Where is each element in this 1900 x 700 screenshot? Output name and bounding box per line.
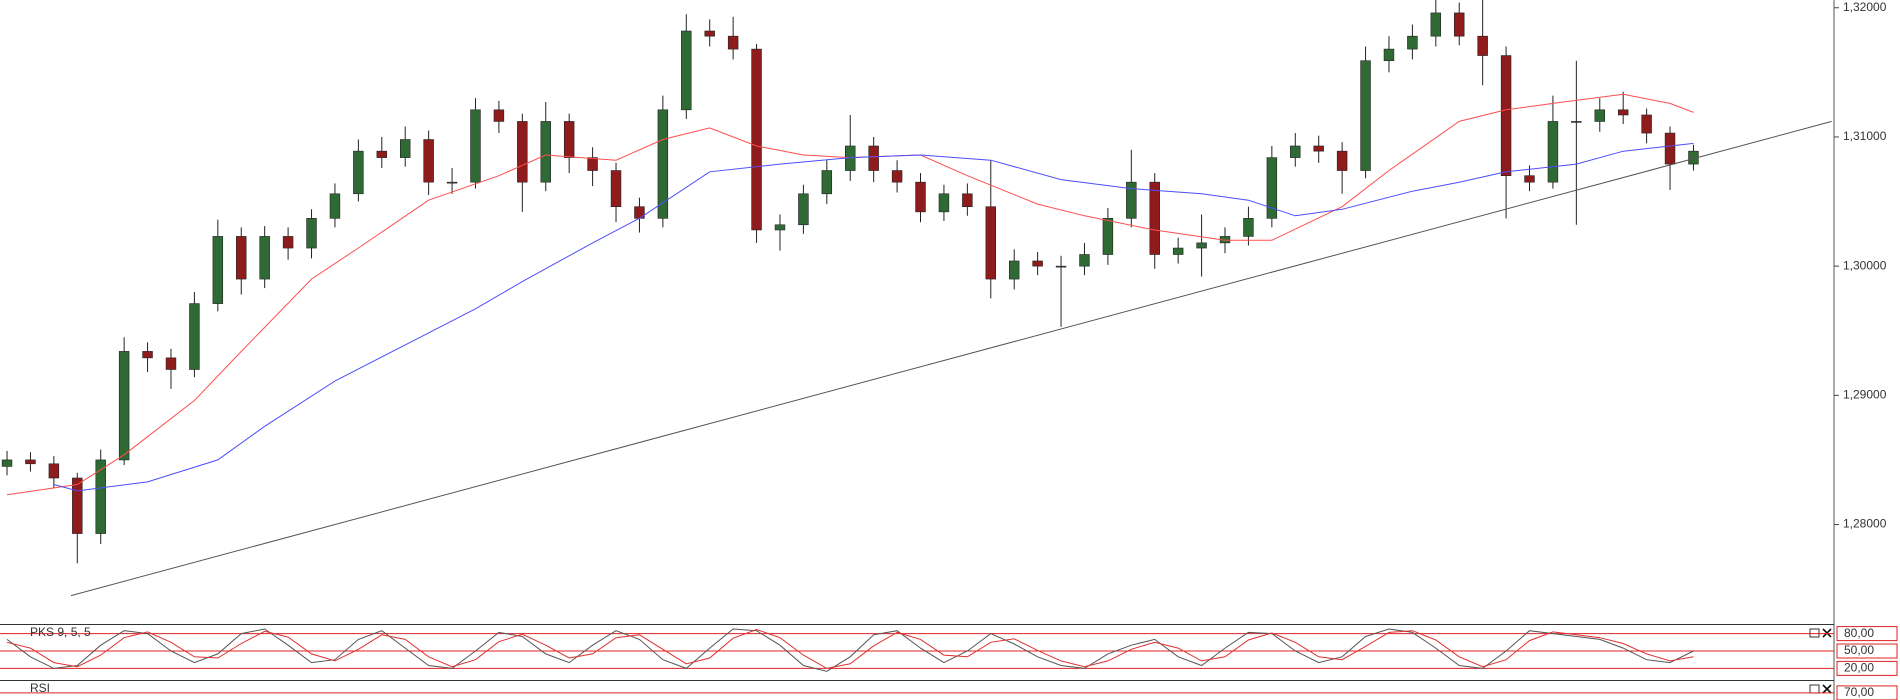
candle-body xyxy=(1172,247,1184,255)
candle-body xyxy=(681,30,692,111)
candle-body xyxy=(751,48,762,231)
panel-title: RSI xyxy=(30,681,50,695)
indicator-line xyxy=(6,628,1694,669)
candle-body xyxy=(798,193,809,226)
candle-body xyxy=(48,463,60,479)
candle-body xyxy=(610,170,622,208)
candle-body xyxy=(1032,260,1043,267)
candle-body xyxy=(1055,265,1067,268)
candle-body xyxy=(1290,145,1301,158)
candle-body xyxy=(1477,35,1488,56)
axes: 1,32000 1,31000 1,30000 1,29000 1,28000 80,00… xyxy=(1834,0,1898,700)
candle-body xyxy=(423,139,434,183)
candle-body xyxy=(1454,12,1465,37)
panel-title: PKS 9, 5, 5 xyxy=(30,625,91,639)
candle-body xyxy=(774,224,786,231)
candle-body xyxy=(306,218,317,249)
candle-body xyxy=(962,193,973,208)
candle-body xyxy=(1243,218,1254,237)
candle-body xyxy=(1149,181,1160,255)
candle-body xyxy=(821,170,833,195)
candle-body xyxy=(1266,157,1278,219)
y-tick-label: 1,29000 xyxy=(1843,388,1887,402)
candle-body xyxy=(189,303,200,370)
candle-body xyxy=(165,357,177,370)
maximize-button[interactable] xyxy=(1809,628,1820,638)
candle-body xyxy=(727,35,739,50)
level-label-box xyxy=(1836,660,1898,676)
candle-body xyxy=(95,459,106,534)
candle-body xyxy=(329,193,341,219)
stochastic-panel xyxy=(0,628,1834,672)
candle-body xyxy=(1430,12,1442,37)
candle-body xyxy=(1547,121,1559,183)
y-tick-label: 1,31000 xyxy=(1843,129,1887,143)
candle-body xyxy=(1571,121,1582,123)
candle-body xyxy=(587,157,598,171)
y-tick-label: 1,30000 xyxy=(1843,258,1887,272)
y-tick-label: 50,00 xyxy=(1844,643,1874,657)
candle-body xyxy=(259,236,270,280)
candle-body xyxy=(985,206,997,280)
candle-body xyxy=(1336,150,1348,171)
candle-body xyxy=(1500,55,1512,177)
candle-body xyxy=(1383,48,1395,62)
candle-body xyxy=(891,170,903,183)
y-tick-label: 80,00 xyxy=(1844,626,1874,640)
candle-body xyxy=(142,351,153,359)
y-tick-label: 1,32000 xyxy=(1843,0,1887,14)
candle-body xyxy=(517,121,528,183)
price-panel xyxy=(1,0,1832,597)
candle-body xyxy=(353,150,364,195)
candle-body xyxy=(1407,35,1418,50)
y-tick-label: 1,28000 xyxy=(1843,517,1887,531)
candle-body xyxy=(1360,60,1371,171)
candle-body xyxy=(1664,132,1676,165)
candle-body xyxy=(1008,260,1020,280)
candle-body xyxy=(376,150,388,158)
candle-body xyxy=(1102,218,1114,255)
close-button[interactable] xyxy=(1822,684,1832,694)
candle-body xyxy=(470,109,481,183)
candle-body xyxy=(212,236,224,304)
candle-body xyxy=(1594,109,1605,122)
candle-body xyxy=(1641,114,1652,134)
close-button[interactable] xyxy=(1822,628,1832,638)
candle-body xyxy=(1313,145,1324,152)
y-tick-label: 20,00 xyxy=(1844,661,1874,675)
candle-body xyxy=(540,121,551,183)
indicator-line xyxy=(6,628,1694,672)
candle-body xyxy=(1196,242,1207,249)
y-tick-label: 70,00 xyxy=(1844,685,1874,699)
candle-body xyxy=(563,121,575,158)
candle-body xyxy=(118,351,130,461)
candle-body xyxy=(399,139,411,158)
candle-body xyxy=(25,459,36,465)
candle-body xyxy=(1524,175,1535,183)
candle-body xyxy=(1079,254,1090,267)
candle-body xyxy=(657,109,669,219)
trendline xyxy=(70,120,1832,597)
candle-body xyxy=(72,477,83,534)
candle-body xyxy=(236,236,247,280)
candle-body xyxy=(1617,109,1629,116)
moving-average xyxy=(53,142,1694,492)
candle-body xyxy=(1,459,13,467)
candle-body xyxy=(868,145,879,171)
candle-body xyxy=(915,181,926,213)
level-label-box xyxy=(1836,626,1898,642)
level-label-box xyxy=(1836,643,1898,659)
candle-body xyxy=(446,181,458,184)
candle-body xyxy=(493,109,505,122)
candle-body xyxy=(282,236,294,249)
candle-body xyxy=(704,30,715,37)
candle-body xyxy=(1126,181,1137,219)
candle-body xyxy=(938,193,950,213)
panel-controls xyxy=(1809,628,1832,694)
